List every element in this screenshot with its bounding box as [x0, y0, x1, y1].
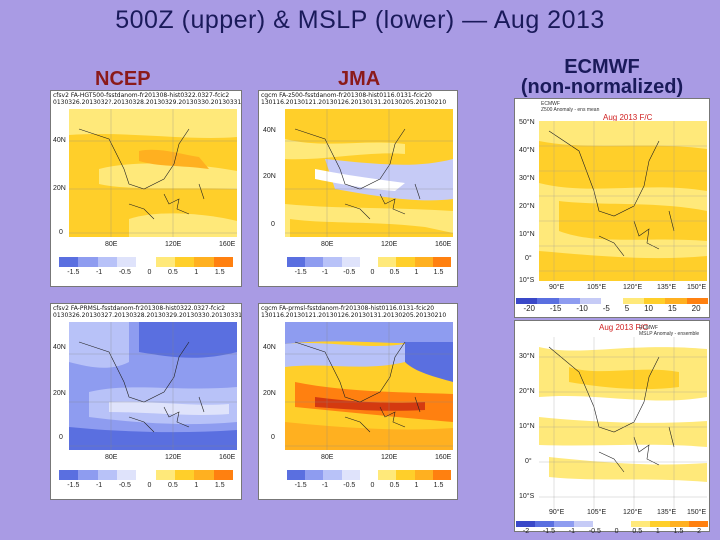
- lon-label: 150°E: [687, 284, 707, 291]
- lon-label: 105°E: [587, 284, 607, 291]
- ecmwf-mslp-panel: Aug 2013 F/C ECMWF MSLP Anomaly - ensembl…: [514, 320, 710, 532]
- lat-label: 30°N: [519, 175, 535, 182]
- lon-label: 105°E: [587, 509, 607, 516]
- lat-label: 10°S: [519, 493, 535, 500]
- lon-label: 80E: [105, 454, 118, 461]
- lon-label: 120°E: [623, 509, 643, 516]
- lat-label: 0: [59, 434, 63, 441]
- lon-label: 120E: [381, 454, 398, 461]
- jma-header: JMA: [338, 68, 381, 90]
- lon-label: 160E: [435, 241, 452, 248]
- colorbar-ticks: -1.5 -1 -0.5 0 0.5 1 1.5: [67, 269, 225, 276]
- lon-label: 120°E: [623, 284, 643, 291]
- ecmwf-mslp-map: [539, 337, 707, 509]
- lon-label: 80E: [105, 241, 118, 248]
- ncep-500z-map: [69, 109, 237, 237]
- colorbar: [287, 257, 451, 267]
- lat-label: 40N: [53, 137, 66, 144]
- lat-label: 40°N: [519, 147, 535, 154]
- lat-label: 10°S: [519, 277, 535, 284]
- lon-label: 160E: [219, 454, 236, 461]
- ecmwf-mslp-colorbar: [516, 521, 709, 527]
- ecmwf-500z-colorbar-ticks: -20 -15 -10 -5 5 10 15 20: [523, 304, 701, 313]
- lat-label: 20°N: [519, 388, 535, 395]
- lat-label: 20°N: [519, 203, 535, 210]
- colorbar-ticks: -1.5 -1 -0.5 0 0.5 1 1.5: [67, 482, 225, 489]
- lon-label: 120E: [381, 241, 398, 248]
- ncep-header: NCEP: [95, 68, 151, 90]
- lat-label: 0°: [525, 255, 532, 262]
- jma-mslp-map: [285, 322, 453, 450]
- ecmwf-title: ECMWF: [564, 56, 640, 78]
- ecmwf-500z-panel: ECMWF Z500 Anomaly - ens mean Aug 2013 F/…: [514, 98, 710, 318]
- lat-label: 0: [271, 434, 275, 441]
- panel-caption: cgcm FA-z500-fsstdanom-fr201308-hist0116…: [261, 92, 447, 106]
- panel-caption: cfsv2 FA-HGT500-fsstdanom-fr201308-hist0…: [53, 92, 242, 106]
- lat-label: 0: [59, 229, 63, 236]
- slide-title: 500Z (upper) & MSLP (lower) — Aug 2013: [115, 6, 605, 34]
- lon-label: 80E: [321, 454, 334, 461]
- lat-label: 40N: [263, 344, 276, 351]
- lat-label: 0°: [525, 458, 532, 465]
- lon-label: 135°E: [657, 509, 677, 516]
- ecmwf-header: ECMWF (non-normalized): [512, 57, 692, 97]
- lat-label: 40N: [263, 127, 276, 134]
- colorbar-ticks: -1.5 -1 -0.5 0 0.5 1 1.5: [294, 269, 444, 276]
- jma-mslp-panel: cgcm FA-prmsl-fsstdanom-fr201308-hist011…: [258, 303, 458, 500]
- lon-label: 90°E: [549, 509, 565, 516]
- panel-info: ECMWF Z500 Anomaly - ens mean: [541, 101, 600, 113]
- forecast-label: Aug 2013 F/C: [599, 323, 649, 332]
- lon-label: 135°E: [657, 284, 677, 291]
- lat-label: 40N: [53, 344, 66, 351]
- ncep-mslp-map: [69, 322, 237, 450]
- lat-label: 20N: [53, 185, 66, 192]
- lon-label: 90°E: [549, 284, 565, 291]
- jma-500z-map: [285, 109, 453, 237]
- lon-label: 150°E: [687, 509, 707, 516]
- panel-caption: cgcm FA-prmsl-fsstdanom-fr201308-hist011…: [261, 305, 447, 319]
- jma-500z-panel: cgcm FA-z500-fsstdanom-fr201308-hist0116…: [258, 90, 458, 287]
- colorbar: [287, 470, 451, 480]
- ecmwf-500z-colorbar: [516, 298, 708, 304]
- lat-label: 20N: [263, 173, 276, 180]
- lat-label: 20N: [53, 390, 66, 397]
- lon-label: 120E: [165, 241, 182, 248]
- ncep-mslp-panel: cfsv2 FA-PRMSL-fsstdanom-fr201308-hist03…: [50, 303, 242, 500]
- lon-label: 160E: [219, 241, 236, 248]
- colorbar-ticks: -1.5 -1 -0.5 0 0.5 1 1.5: [294, 482, 444, 489]
- lat-label: 10°N: [519, 423, 535, 430]
- lat-label: 20N: [263, 390, 276, 397]
- lat-label: 30°N: [519, 353, 535, 360]
- panel-caption: cfsv2 FA-PRMSL-fsstdanom-fr201308-hist03…: [53, 305, 242, 319]
- ecmwf-mslp-colorbar-ticks: -2 -1.5 -1 -0.5 0 0.5 1 1.5 2: [522, 528, 702, 535]
- lat-label: 50°N: [519, 119, 535, 126]
- lat-label: 10°N: [519, 231, 535, 238]
- ecmwf-500z-map: [539, 121, 707, 281]
- lat-label: 0: [271, 221, 275, 228]
- lon-label: 160E: [435, 454, 452, 461]
- ncep-500z-panel: cfsv2 FA-HGT500-fsstdanom-fr201308-hist0…: [50, 90, 242, 287]
- colorbar: [59, 257, 233, 267]
- ecmwf-subtitle: (non-normalized): [520, 76, 684, 98]
- lon-label: 80E: [321, 241, 334, 248]
- colorbar: [59, 470, 233, 480]
- forecast-label: Aug 2013 F/C: [603, 113, 653, 122]
- lon-label: 120E: [165, 454, 182, 461]
